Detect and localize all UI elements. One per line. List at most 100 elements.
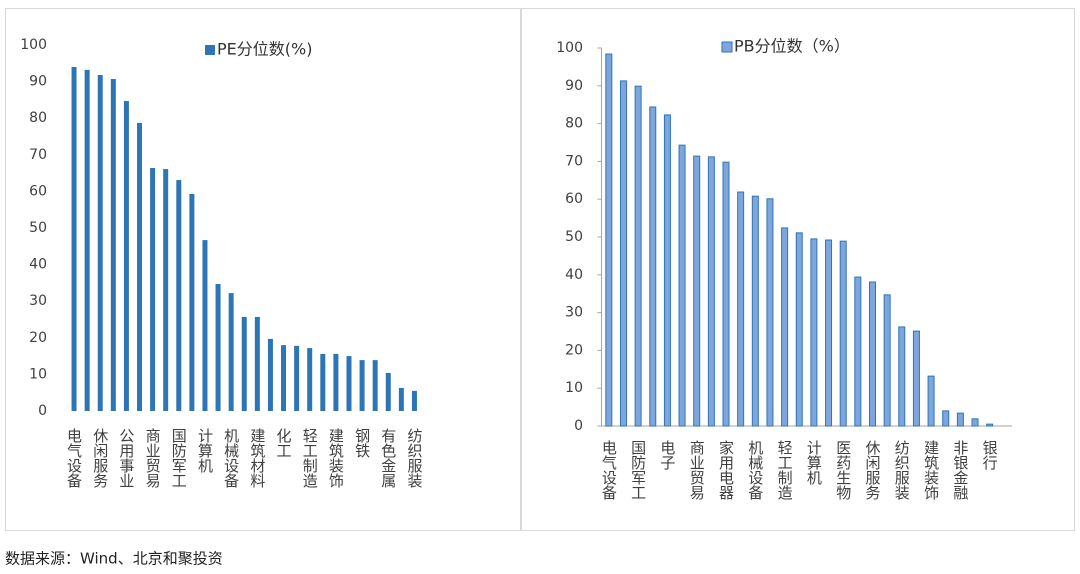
x-tick-label: 计算机 bbox=[805, 440, 823, 486]
bar bbox=[766, 198, 774, 427]
bar bbox=[605, 53, 613, 427]
bar bbox=[110, 79, 116, 412]
bar bbox=[189, 193, 195, 411]
y-tick-label: 20 bbox=[29, 330, 47, 346]
x-tick-label: 纺织服装 bbox=[893, 440, 911, 500]
bar bbox=[254, 316, 260, 411]
x-tick-label: 休闲服务 bbox=[91, 428, 109, 489]
panel-right bbox=[521, 8, 1075, 531]
y-tick-label: 0 bbox=[38, 403, 47, 419]
x-tick-label: 钢铁 bbox=[353, 428, 371, 458]
x-tick-label: 商业贸易 bbox=[688, 440, 706, 500]
legend-swatch bbox=[205, 45, 215, 55]
y-tick-label: 40 bbox=[565, 267, 583, 283]
bar bbox=[825, 239, 833, 427]
y-tick-label: 10 bbox=[29, 366, 47, 382]
bar bbox=[241, 316, 247, 411]
y-tick-label: 80 bbox=[29, 110, 47, 126]
y-tick-label: 100 bbox=[20, 37, 47, 53]
bar bbox=[707, 156, 715, 427]
bar bbox=[810, 238, 818, 427]
y-tick-label: 10 bbox=[565, 380, 583, 396]
bar bbox=[150, 167, 156, 411]
legend-swatch bbox=[721, 41, 733, 53]
bar bbox=[281, 345, 287, 411]
bar bbox=[986, 423, 994, 427]
x-tick-label: 休闲服务 bbox=[863, 440, 881, 501]
y-tick-label: 90 bbox=[565, 78, 583, 94]
bar bbox=[359, 360, 365, 411]
x-tick-label: 有色金属 bbox=[379, 428, 397, 488]
bar bbox=[634, 85, 642, 427]
bar bbox=[678, 144, 686, 427]
bar bbox=[97, 75, 103, 412]
x-tick-label: 公用事业 bbox=[117, 428, 135, 488]
bar bbox=[320, 353, 326, 411]
bar bbox=[123, 100, 129, 412]
bar bbox=[307, 348, 313, 411]
bar bbox=[883, 294, 891, 427]
bar bbox=[927, 375, 935, 427]
x-tick-label: 电气设备 bbox=[600, 440, 618, 500]
bar bbox=[202, 240, 208, 411]
bar bbox=[942, 410, 950, 427]
legend-label: PE分位数(%) bbox=[217, 40, 312, 59]
y-tick-label: 40 bbox=[29, 257, 47, 273]
bar bbox=[649, 106, 657, 427]
x-tick-label: 机械设备 bbox=[746, 440, 764, 500]
bar bbox=[294, 345, 300, 411]
bar bbox=[71, 66, 77, 412]
x-tick-label: 建筑材料 bbox=[248, 428, 266, 488]
bar bbox=[333, 353, 339, 411]
bar bbox=[398, 387, 404, 411]
y-tick-label: 50 bbox=[565, 229, 583, 245]
bar bbox=[176, 180, 182, 411]
bar bbox=[898, 326, 906, 427]
x-tick-label: 轻工制造 bbox=[301, 428, 319, 489]
x-tick-label: 电子 bbox=[658, 440, 676, 470]
x-tick-label: 家用电器 bbox=[717, 440, 735, 500]
x-tick-label: 建筑装饰 bbox=[922, 440, 940, 500]
x-tick-label: 银行 bbox=[981, 440, 999, 471]
bar bbox=[839, 240, 847, 427]
bar bbox=[795, 232, 803, 427]
y-tick-label: 60 bbox=[565, 191, 583, 207]
bar bbox=[868, 281, 876, 427]
y-tick-label: 0 bbox=[574, 418, 583, 434]
y-tick-label: 50 bbox=[29, 220, 47, 236]
y-tick-label: 70 bbox=[565, 153, 583, 169]
bar bbox=[137, 122, 143, 411]
x-tick-label: 电气设备 bbox=[65, 428, 83, 488]
x-tick-label: 建筑装饰 bbox=[327, 428, 345, 488]
y-tick-label: 60 bbox=[29, 183, 47, 199]
y-tick-label: 20 bbox=[565, 342, 583, 358]
x-tick-label: 机械设备 bbox=[222, 428, 240, 488]
source-note: 数据来源：Wind、北京和聚投资 bbox=[5, 550, 223, 568]
bar bbox=[781, 227, 789, 427]
bar bbox=[663, 114, 671, 427]
y-tick-label: 70 bbox=[29, 147, 47, 163]
panel-left bbox=[5, 8, 521, 531]
bar bbox=[411, 390, 417, 411]
bar bbox=[912, 330, 920, 427]
x-tick-label: 轻工制造 bbox=[776, 440, 794, 501]
y-tick-label: 30 bbox=[565, 305, 583, 321]
x-tick-label: 计算机 bbox=[196, 428, 214, 474]
bar bbox=[163, 169, 169, 411]
bar bbox=[267, 338, 273, 411]
bar bbox=[854, 276, 862, 427]
x-tick-label: 化工 bbox=[275, 428, 293, 458]
bar bbox=[971, 418, 979, 427]
bar bbox=[228, 293, 234, 411]
x-tick-label: 商业贸易 bbox=[144, 428, 162, 488]
bar bbox=[737, 191, 745, 427]
legend-label: PB分位数（%） bbox=[734, 37, 850, 56]
x-tick-label: 纺织服装 bbox=[405, 428, 423, 488]
bar bbox=[619, 80, 627, 427]
bar bbox=[346, 356, 352, 411]
x-tick-label: 医药生物 bbox=[834, 440, 852, 501]
bar bbox=[84, 69, 90, 411]
x-tick-label: 非银金融 bbox=[951, 440, 969, 500]
bar bbox=[385, 372, 391, 411]
